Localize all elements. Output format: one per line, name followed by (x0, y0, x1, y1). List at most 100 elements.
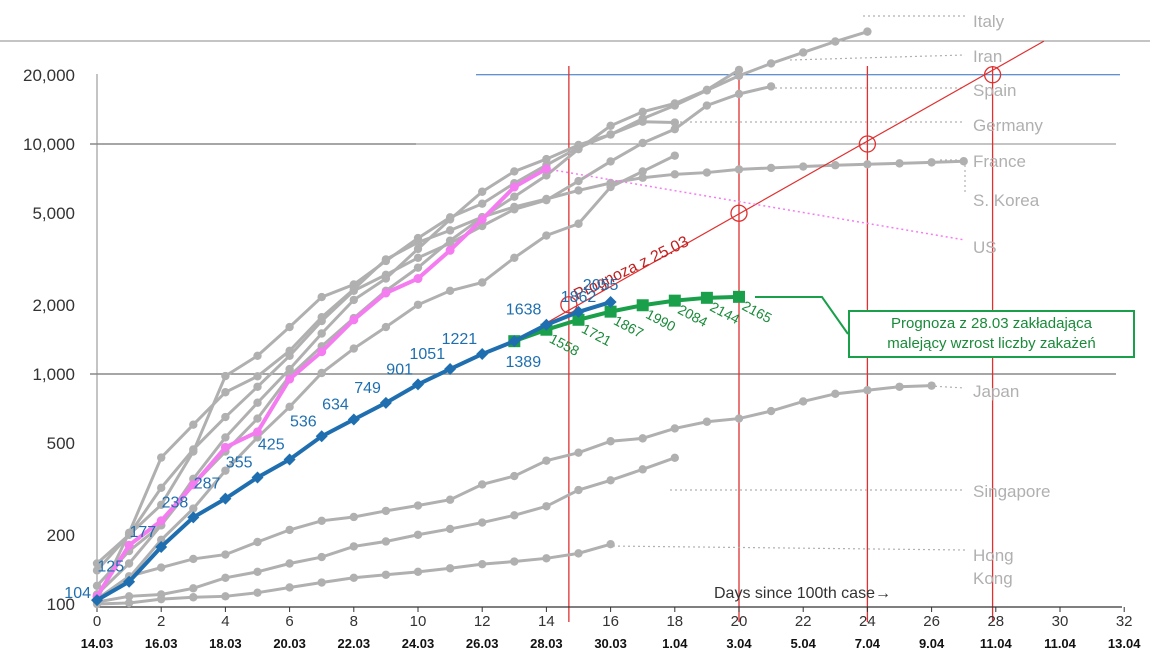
series-6-point-14 (542, 456, 551, 465)
series-5-point-8 (349, 285, 358, 294)
series-5-point-18 (670, 170, 679, 179)
country-label-9: Hong (973, 546, 1014, 565)
us-point-4 (220, 442, 230, 452)
series-3-point-16 (606, 130, 615, 139)
series-8-point-2 (157, 594, 166, 604)
series-5-point-25 (895, 159, 904, 168)
x-tick-label-1: 2 (157, 613, 165, 630)
series-3-point-12 (478, 187, 487, 196)
series-0-point-24 (863, 27, 872, 36)
x-date-label-13: 9.04 (919, 636, 945, 651)
country-label-10: Kong (973, 569, 1013, 588)
series-5-point-3 (189, 420, 198, 429)
series-8-point-9 (381, 570, 391, 579)
pl-data-label-16: 2055 (583, 277, 619, 294)
series-6-point-10 (413, 501, 423, 510)
axes: 100 200 500 1,000 2,000 5,000 10,000 20,000 0 14.… (23, 66, 1141, 651)
series-5-point-19 (702, 168, 712, 177)
series-6-point-8 (349, 512, 358, 522)
series-3-point-10 (413, 244, 423, 254)
pl-data-label-14: 1638 (506, 302, 542, 319)
forecast-data-label-7: 2165 (740, 297, 775, 326)
series-7-point-13 (510, 511, 519, 520)
pl-point-5 (251, 471, 264, 484)
series-4-point-6 (285, 402, 294, 412)
series-3-point-17 (638, 117, 647, 126)
y-tick-label-4: 2,000 (32, 296, 75, 315)
series-5-point-26 (927, 158, 936, 167)
series-4-point-15 (574, 219, 583, 228)
series-4-point-4 (221, 466, 230, 475)
country-label-6: US (973, 238, 997, 257)
series-0-point-0 (92, 559, 102, 568)
us-point-5 (253, 427, 262, 437)
series-3-point-6 (285, 364, 294, 374)
forecast-point-4 (636, 299, 649, 312)
series-1-point-18 (670, 124, 679, 134)
series-1-point-2 (157, 483, 166, 493)
x-tick-label-9: 18 (666, 613, 683, 630)
series-7-point-16 (606, 476, 615, 485)
series-6-point-5 (253, 537, 262, 547)
series-7-point-11 (445, 524, 455, 534)
series-0-point-22 (799, 48, 808, 57)
series-1-point-3 (189, 445, 198, 454)
series-7-point-15 (574, 485, 583, 495)
series-1-point-21 (766, 82, 776, 91)
pl-data-label-3: 238 (162, 494, 189, 511)
series-3-point-8 (349, 295, 358, 305)
labels: Italy Iran Spain Germany France S. Korea US Jap… (64, 12, 1050, 602)
pl-point-9 (379, 396, 392, 409)
series-6-point-6 (285, 525, 294, 535)
series-0-point-12 (478, 199, 487, 208)
series-5-point-14 (542, 194, 551, 204)
us-point-14 (541, 164, 551, 174)
x-tick-label-4: 8 (350, 613, 358, 630)
pl-data-label-8: 634 (322, 397, 349, 414)
series-4-point-8 (349, 344, 358, 353)
series-1-point-15 (574, 176, 583, 186)
series-8-point-16 (606, 539, 615, 549)
series-7-point-4 (221, 573, 230, 582)
series-5-point-23 (831, 161, 840, 170)
series-5-point-17 (638, 173, 647, 182)
pl-point-7 (315, 430, 328, 443)
pl-data-label-5: 355 (226, 454, 253, 471)
y-tick-label-7: 20,000 (23, 66, 75, 85)
series-1-point-17 (638, 138, 647, 148)
forecast-box-line1: Prognoza z 28.03 zakładająca (891, 315, 1092, 332)
series-6-point-20 (734, 414, 744, 423)
series-3-point-5 (253, 398, 262, 407)
us-extension (546, 168, 966, 241)
x-tick-label-11: 22 (795, 613, 812, 630)
x-date-label-9: 1.04 (662, 636, 688, 651)
forecast-point-2 (572, 313, 585, 326)
series-7-point-6 (285, 559, 294, 568)
series-7-point-18 (670, 453, 679, 463)
series-6-point-22 (799, 397, 808, 406)
x-date-label-14: 11.04 (980, 636, 1013, 651)
country-label-2: Spain (973, 81, 1016, 100)
series-1-point-5 (253, 382, 262, 391)
forecast-marker-0 (560, 296, 578, 314)
series-8-point-10 (413, 567, 423, 577)
series-2-point-16 (606, 121, 615, 130)
series-6-point-3 (189, 554, 198, 564)
pl-point-3 (187, 511, 200, 524)
us-point-6 (285, 374, 295, 384)
series-5-point-13 (510, 202, 519, 212)
series-8-point-11 (445, 564, 455, 573)
series-8-point-5 (253, 588, 262, 597)
series-0-point-4 (221, 371, 230, 381)
x-date-label-4: 22.03 (338, 636, 371, 651)
series-7-point-9 (381, 537, 391, 546)
series-2-point-20 (734, 65, 744, 75)
series-5-point-11 (445, 226, 455, 235)
series-8-point-13 (510, 557, 519, 566)
series-1-point-0 (92, 566, 102, 575)
series-3-point-14 (542, 154, 551, 164)
series-6-point-15 (574, 448, 583, 457)
pl-point-4 (219, 492, 232, 505)
series-5-point-15 (574, 186, 583, 195)
series-5-point-27 (959, 157, 968, 166)
